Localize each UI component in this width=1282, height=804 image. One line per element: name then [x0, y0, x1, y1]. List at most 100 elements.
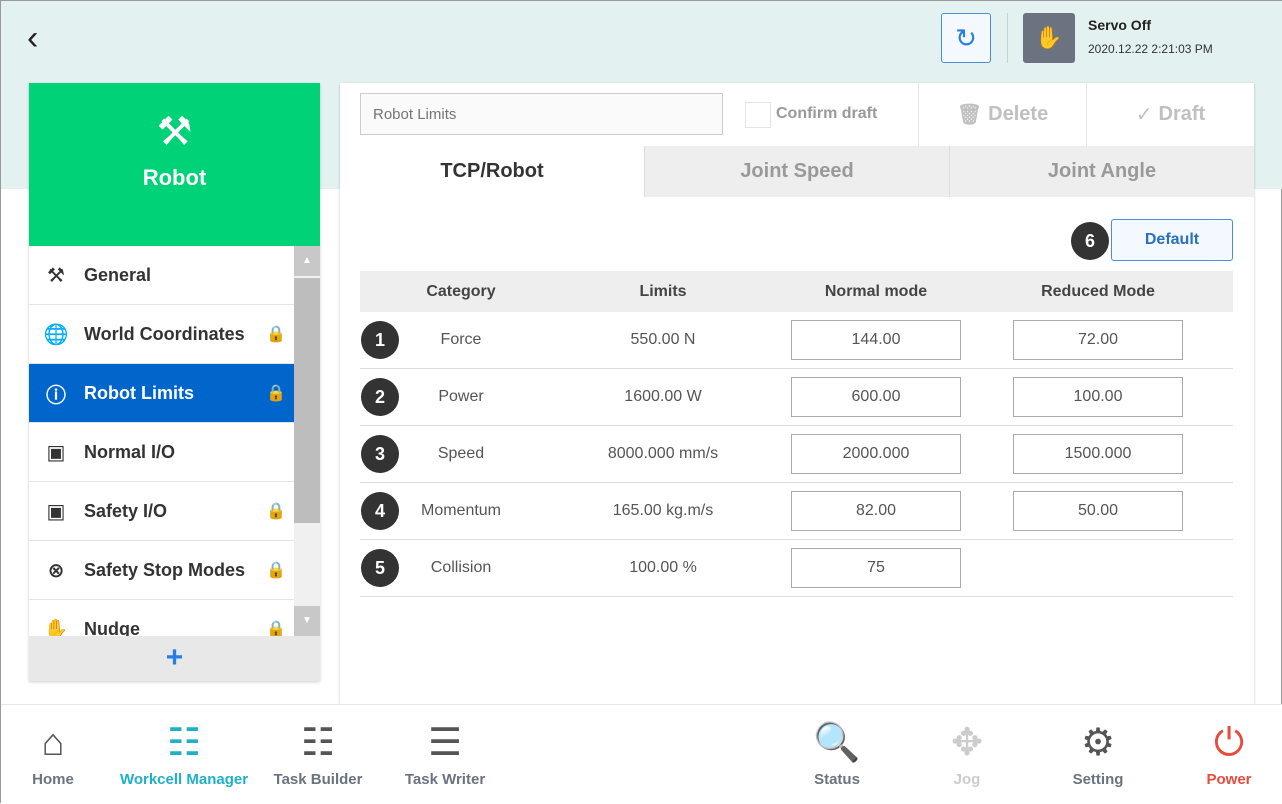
scroll-thumb[interactable] [294, 278, 320, 523]
trash-icon: 🗑 [956, 104, 983, 126]
limit-icon: ⓘ [46, 384, 66, 407]
hand-icon: ✋ [43, 618, 69, 637]
header-limits: Limits [639, 282, 687, 300]
sidebar-item-general[interactable]: ⚒ General [29, 246, 294, 305]
nav-task-writer[interactable]: ☰ Task Writer [380, 705, 510, 788]
row-number-badge: 4 [361, 492, 399, 530]
normal-mode-input[interactable]: 2000.000 [791, 434, 961, 474]
sidebar-item-label: World Coordinates [84, 323, 245, 344]
sidebar-title: Robot [142, 165, 207, 190]
scroll-up-icon[interactable]: ▲ [294, 246, 320, 276]
table-row: Power 1600.00 W 600.00 100.00 [360, 369, 1233, 426]
sidebar-item-normal-io[interactable]: ▣ Normal I/O [29, 423, 294, 482]
add-button[interactable]: + [29, 636, 320, 681]
lock-icon: 🔒 [266, 621, 286, 636]
nav-status[interactable]: 🔍 Status [772, 705, 902, 788]
reduced-mode-input[interactable]: 72.00 [1013, 320, 1183, 360]
sidebar-item-label: Normal I/O [84, 441, 176, 462]
category-cell: Force [440, 331, 482, 348]
category-cell: Momentum [420, 502, 502, 519]
sync-button[interactable]: ↻ [941, 13, 991, 63]
workcell-icon: ☷ [166, 722, 202, 764]
table-row: Collision 100.00 % 75 [360, 540, 1233, 597]
sidebar-item-label: Nudge [84, 618, 140, 637]
refresh-icon: ↻ [955, 22, 977, 53]
task-writer-icon: ☰ [427, 722, 463, 764]
sidebar-item-label: Safety I/O [84, 500, 168, 521]
sidebar-item-world-coordinates[interactable]: 🌐 World Coordinates 🔒 [29, 305, 294, 364]
tab-tcp-robot[interactable]: TCP/Robot [340, 146, 644, 197]
nav-label: Home [32, 771, 74, 788]
gear-icon: ⚙ [1080, 722, 1116, 764]
lock-icon: 🔒 [266, 385, 286, 402]
check-circle-icon: ✓ [1135, 104, 1153, 126]
callout-badge: 6 [1071, 222, 1109, 260]
sidebar-item-nudge[interactable]: ✋ Nudge 🔒 [29, 600, 294, 637]
nav-power[interactable]: ⏻ Power [1164, 705, 1282, 788]
robot-arm-icon: ⚒ [47, 264, 65, 287]
lock-icon: 🔒 [266, 326, 286, 343]
lock-icon: 🔒 [266, 503, 286, 520]
nav-jog[interactable]: ✥ Jog [902, 705, 1032, 788]
servo-status: Servo Off [1088, 17, 1152, 33]
header-normal-mode: Normal mode [824, 282, 928, 300]
nav-workcell-manager[interactable]: ☷ Workcell Manager [119, 705, 249, 788]
globe-icon: 🌐 [43, 323, 69, 346]
reduced-mode-input[interactable]: 1500.000 [1013, 434, 1183, 474]
nav-home[interactable]: ⌂ Home [0, 705, 118, 788]
tab-joint-speed[interactable]: Joint Speed [644, 146, 949, 197]
category-cell: Power [438, 388, 484, 405]
normal-mode-input[interactable]: 75 [791, 548, 961, 588]
reduced-mode-input[interactable]: 50.00 [1013, 491, 1183, 531]
power-icon: ⏻ [1213, 722, 1245, 764]
tab-bar: TCP/Robot Joint Speed Joint Angle [340, 146, 1254, 197]
delete-button[interactable]: 🗑 Delete [918, 83, 1086, 146]
confirm-draft-checkbox[interactable] [745, 102, 771, 128]
row-number-badge: 5 [361, 549, 399, 587]
sidebar-item-label: Robot Limits [84, 382, 194, 403]
draft-button[interactable]: ✓ Draft [1086, 83, 1254, 146]
robot-icon: ⚒ [156, 110, 193, 154]
scroll-down-icon[interactable]: ▼ [294, 606, 320, 636]
lock-icon: 🔒 [266, 562, 286, 579]
draft-label: Draft [1158, 103, 1206, 125]
io-icon: ▣ [46, 500, 66, 523]
nav-label: Workcell Manager [119, 771, 249, 788]
sidebar-list: ⚒ General 🌐 World Coordinates 🔒 ⓘ Robot Limi… [29, 246, 320, 636]
sidebar: ⚒ Robot ⚒ General 🌐 World Coordinates 🔒 ⓘ Ro… [29, 83, 320, 681]
normal-mode-input[interactable]: 600.00 [791, 377, 961, 417]
name-input[interactable] [360, 93, 723, 135]
jog-icon: ✥ [951, 722, 983, 764]
category-cell: Speed [437, 445, 485, 462]
normal-mode-input[interactable]: 144.00 [791, 320, 961, 360]
row-number-badge: 2 [361, 378, 399, 416]
home-icon: ⌂ [41, 722, 65, 764]
default-button[interactable]: Default [1111, 219, 1233, 261]
limit-cell: 8000.000 mm/s [607, 445, 719, 462]
scrollbar[interactable]: ▲ ▼ [294, 246, 320, 636]
normal-mode-input[interactable]: 82.00 [791, 491, 961, 531]
nav-label: Setting [1072, 771, 1124, 788]
nav-label: Task Writer [404, 771, 486, 788]
sidebar-item-safety-io[interactable]: ▣ Safety I/O 🔒 [29, 482, 294, 541]
divider [1007, 13, 1008, 63]
tab-joint-angle[interactable]: Joint Angle [949, 146, 1254, 197]
nav-setting[interactable]: ⚙ Setting [1033, 705, 1163, 788]
back-button[interactable]: ‹ [27, 19, 39, 57]
sidebar-item-robot-limits[interactable]: ⓘ Robot Limits 🔒 [29, 364, 294, 423]
nav-label: Power [1206, 771, 1252, 788]
main-panel: Confirm draft 🗑Delete ✓Draft TCP/Robot J… [340, 83, 1254, 704]
nav-task-builder[interactable]: ☷ Task Builder [253, 705, 383, 788]
bottom-nav: ⌂ Home ☷ Workcell Manager ☷ Task Builder ☰ T… [1, 704, 1282, 804]
nav-label: Task Builder [273, 771, 363, 788]
sidebar-item-safety-stop-modes[interactable]: ⊗ Safety Stop Modes 🔒 [29, 541, 294, 600]
category-cell: Collision [430, 559, 492, 576]
row-number-badge: 1 [361, 321, 399, 359]
reduced-mode-input[interactable]: 100.00 [1013, 377, 1183, 417]
header-reduced-mode: Reduced Mode [1041, 282, 1155, 300]
servo-hand-icon[interactable]: ✋ [1023, 13, 1075, 63]
table-row: Momentum 165.00 kg.m/s 82.00 50.00 [360, 483, 1233, 540]
table-row: Speed 8000.000 mm/s 2000.000 1500.000 [360, 426, 1233, 483]
delete-label: Delete [988, 103, 1049, 125]
limit-cell: 100.00 % [629, 559, 697, 576]
